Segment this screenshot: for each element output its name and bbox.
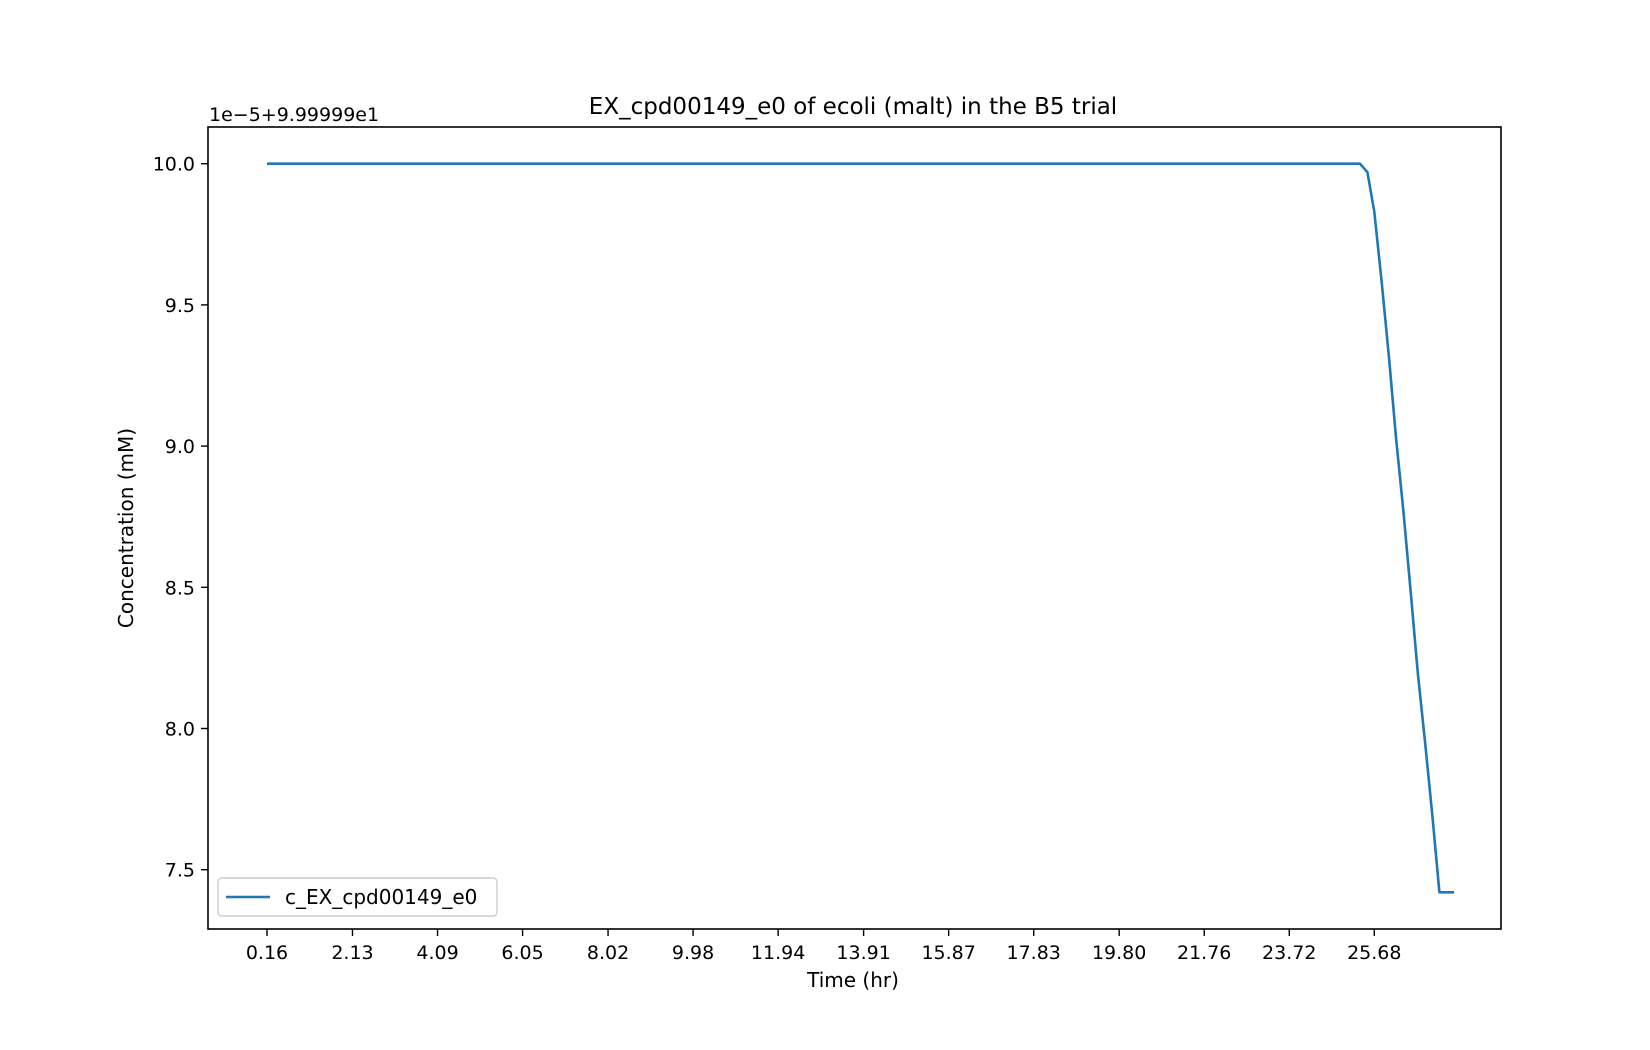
plot-area-frame (207, 126, 1502, 930)
x-tick-label: 11.94 (751, 942, 805, 964)
x-tick-label: 6.05 (501, 942, 543, 964)
legend-box (217, 877, 498, 917)
x-tick-label: 13.91 (836, 942, 890, 964)
y-axis-label: Concentration (mM) (114, 428, 138, 628)
x-tick-label: 8.02 (587, 942, 629, 964)
y-tick-label: 10.0 (153, 154, 195, 176)
x-tick-label: 21.76 (1177, 942, 1231, 964)
y-tick-label: 8.5 (165, 577, 195, 599)
ticks-layer: 0.16 2.13 4.09 6.05 8.02 9.98 11.94 13.91 15.87 1… (153, 154, 1402, 964)
x-tick-label: 25.68 (1347, 942, 1401, 964)
y-tick-label: 9.5 (165, 295, 195, 317)
x-tick-label: 9.98 (672, 942, 714, 964)
x-axis-label: Time (hr) (806, 968, 899, 992)
y-tick-label: 9.0 (165, 436, 195, 458)
x-tick-label: 0.16 (246, 942, 288, 964)
y-axis-offset-label: 1e−5+9.99999e1 (209, 104, 379, 126)
chart-title: EX_cpd00149_e0 of ecoli (malt) in the B5… (589, 94, 1117, 120)
x-tick-label: 17.83 (1006, 942, 1060, 964)
legend: c_EX_cpd00149_e0 (217, 877, 498, 917)
y-tick-label: 7.5 (165, 860, 195, 882)
x-tick-label: 15.87 (921, 942, 975, 964)
x-tick-label: 23.72 (1262, 942, 1316, 964)
legend-label: c_EX_cpd00149_e0 (285, 885, 477, 909)
series-layer (267, 162, 1455, 894)
x-tick-label: 19.80 (1092, 942, 1146, 964)
x-tick-label: 4.09 (416, 942, 458, 964)
y-tick-label: 8.0 (165, 719, 195, 741)
x-tick-label: 2.13 (331, 942, 373, 964)
series-line (267, 162, 1455, 894)
